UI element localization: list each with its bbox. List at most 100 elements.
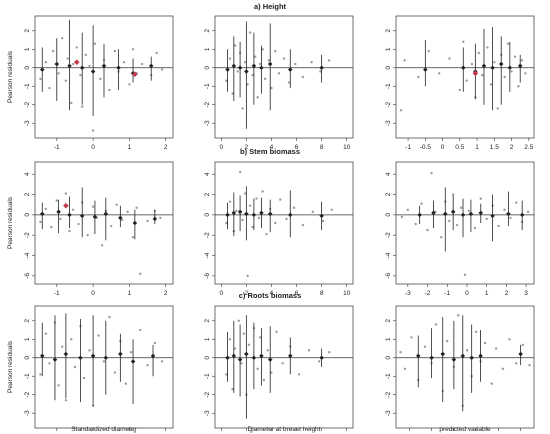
residual-point	[459, 206, 463, 209]
highlight-marker	[73, 59, 80, 66]
residual-point	[279, 198, 282, 201]
residual-point	[458, 88, 462, 92]
residual-point	[514, 362, 518, 365]
residual-point	[317, 360, 321, 363]
residual-point	[311, 210, 315, 214]
residual-point	[231, 387, 234, 391]
residual-point	[521, 343, 525, 347]
x-tick-label: 2	[505, 290, 509, 297]
plot-frame	[34, 15, 174, 139]
residual-point	[237, 319, 241, 322]
residual-point	[236, 70, 239, 73]
residual-point	[139, 328, 142, 332]
residual-point	[61, 345, 64, 348]
residual-point	[84, 53, 88, 57]
residual-point	[520, 59, 524, 62]
residual-point	[240, 362, 243, 365]
x-tick-label: 6	[295, 290, 299, 297]
residual-point	[246, 83, 249, 86]
binned-mean	[259, 353, 264, 359]
residual-point	[489, 83, 493, 86]
y-tick-label: -3	[24, 120, 31, 126]
y-tick-label: -2	[385, 232, 392, 238]
residual-point	[270, 371, 273, 374]
residual-point	[57, 72, 60, 75]
x-tick-label: 4	[270, 144, 274, 151]
y-tick-label: -6	[385, 273, 392, 279]
residual-point	[292, 206, 296, 209]
x-tick-label: -3	[405, 290, 411, 297]
panels-group: -3 -2 -1 0 1 2 -1 0 1 2 Pearson residuals -3 -2 -1 0 1 2…	[7, 15, 535, 433]
residual-point	[427, 49, 430, 53]
panel-r2c3: -6 -4 -2 0 2 4 -3 -2 -1 0 1 2 3	[385, 161, 535, 297]
residual-point	[108, 88, 111, 92]
y-tick-label: -3	[385, 120, 392, 126]
binned-mean	[103, 211, 109, 217]
y-tick-label: -2	[204, 391, 211, 397]
y-tick-label: -3	[204, 410, 211, 416]
residual-point	[70, 101, 73, 105]
residual-point	[233, 347, 237, 350]
residual-point	[515, 201, 518, 204]
x-tick-label: 2	[164, 144, 168, 151]
residual-point	[528, 363, 531, 367]
y-tick-label: 2	[204, 29, 211, 33]
residual-point	[274, 221, 277, 225]
residual-point	[493, 61, 496, 64]
y-tick-label: 0	[24, 356, 31, 360]
residual-point	[503, 75, 506, 79]
residual-point	[256, 367, 259, 371]
residual-point	[483, 341, 487, 345]
residual-point	[248, 204, 252, 207]
residual-point	[262, 378, 266, 382]
binned-mean	[231, 63, 237, 69]
residual-point	[235, 209, 238, 212]
residual-point	[225, 221, 228, 225]
residual-point	[509, 216, 512, 220]
residual-point	[241, 107, 244, 110]
residual-point	[110, 224, 113, 228]
residual-point	[261, 190, 264, 193]
y-tick-label: 1	[385, 337, 392, 341]
x-tick-label: 6	[295, 144, 299, 151]
residual-point	[51, 49, 55, 53]
residual-point	[50, 225, 53, 229]
y-tick-label: -1	[204, 373, 211, 379]
y-tick-label: 4	[385, 172, 392, 176]
residual-point	[88, 64, 91, 68]
binned-mean	[267, 357, 273, 362]
binned-mean	[67, 63, 72, 69]
residual-point	[310, 61, 313, 64]
residual-point	[246, 274, 249, 278]
y-tick-label: -2	[24, 391, 31, 397]
residual-point	[228, 57, 232, 60]
residual-point	[140, 62, 144, 66]
y-tick-label: 0	[204, 66, 211, 70]
x-tick-label: 10	[343, 290, 351, 297]
binned-mean	[225, 212, 230, 218]
residual-point	[462, 40, 465, 44]
residual-point	[281, 362, 284, 365]
y-tick-label: 2	[385, 192, 392, 196]
residual-point	[327, 59, 331, 62]
residual-point	[225, 79, 228, 82]
plot-frame	[214, 305, 354, 429]
residual-point	[243, 61, 247, 64]
residual-point	[61, 36, 64, 40]
binned-mean	[116, 65, 121, 71]
residual-point	[256, 96, 259, 99]
residual-point	[130, 351, 133, 354]
residual-point	[115, 203, 118, 206]
residual-point	[247, 343, 251, 347]
y-tick-label: 1	[204, 47, 211, 51]
binned-mean	[468, 211, 474, 217]
residual-point	[79, 73, 82, 77]
binned-mean	[288, 353, 293, 359]
residual-point	[524, 72, 527, 75]
residual-point	[93, 42, 97, 45]
residual-point	[417, 75, 420, 79]
x-tick-label: 0.5	[455, 144, 464, 151]
